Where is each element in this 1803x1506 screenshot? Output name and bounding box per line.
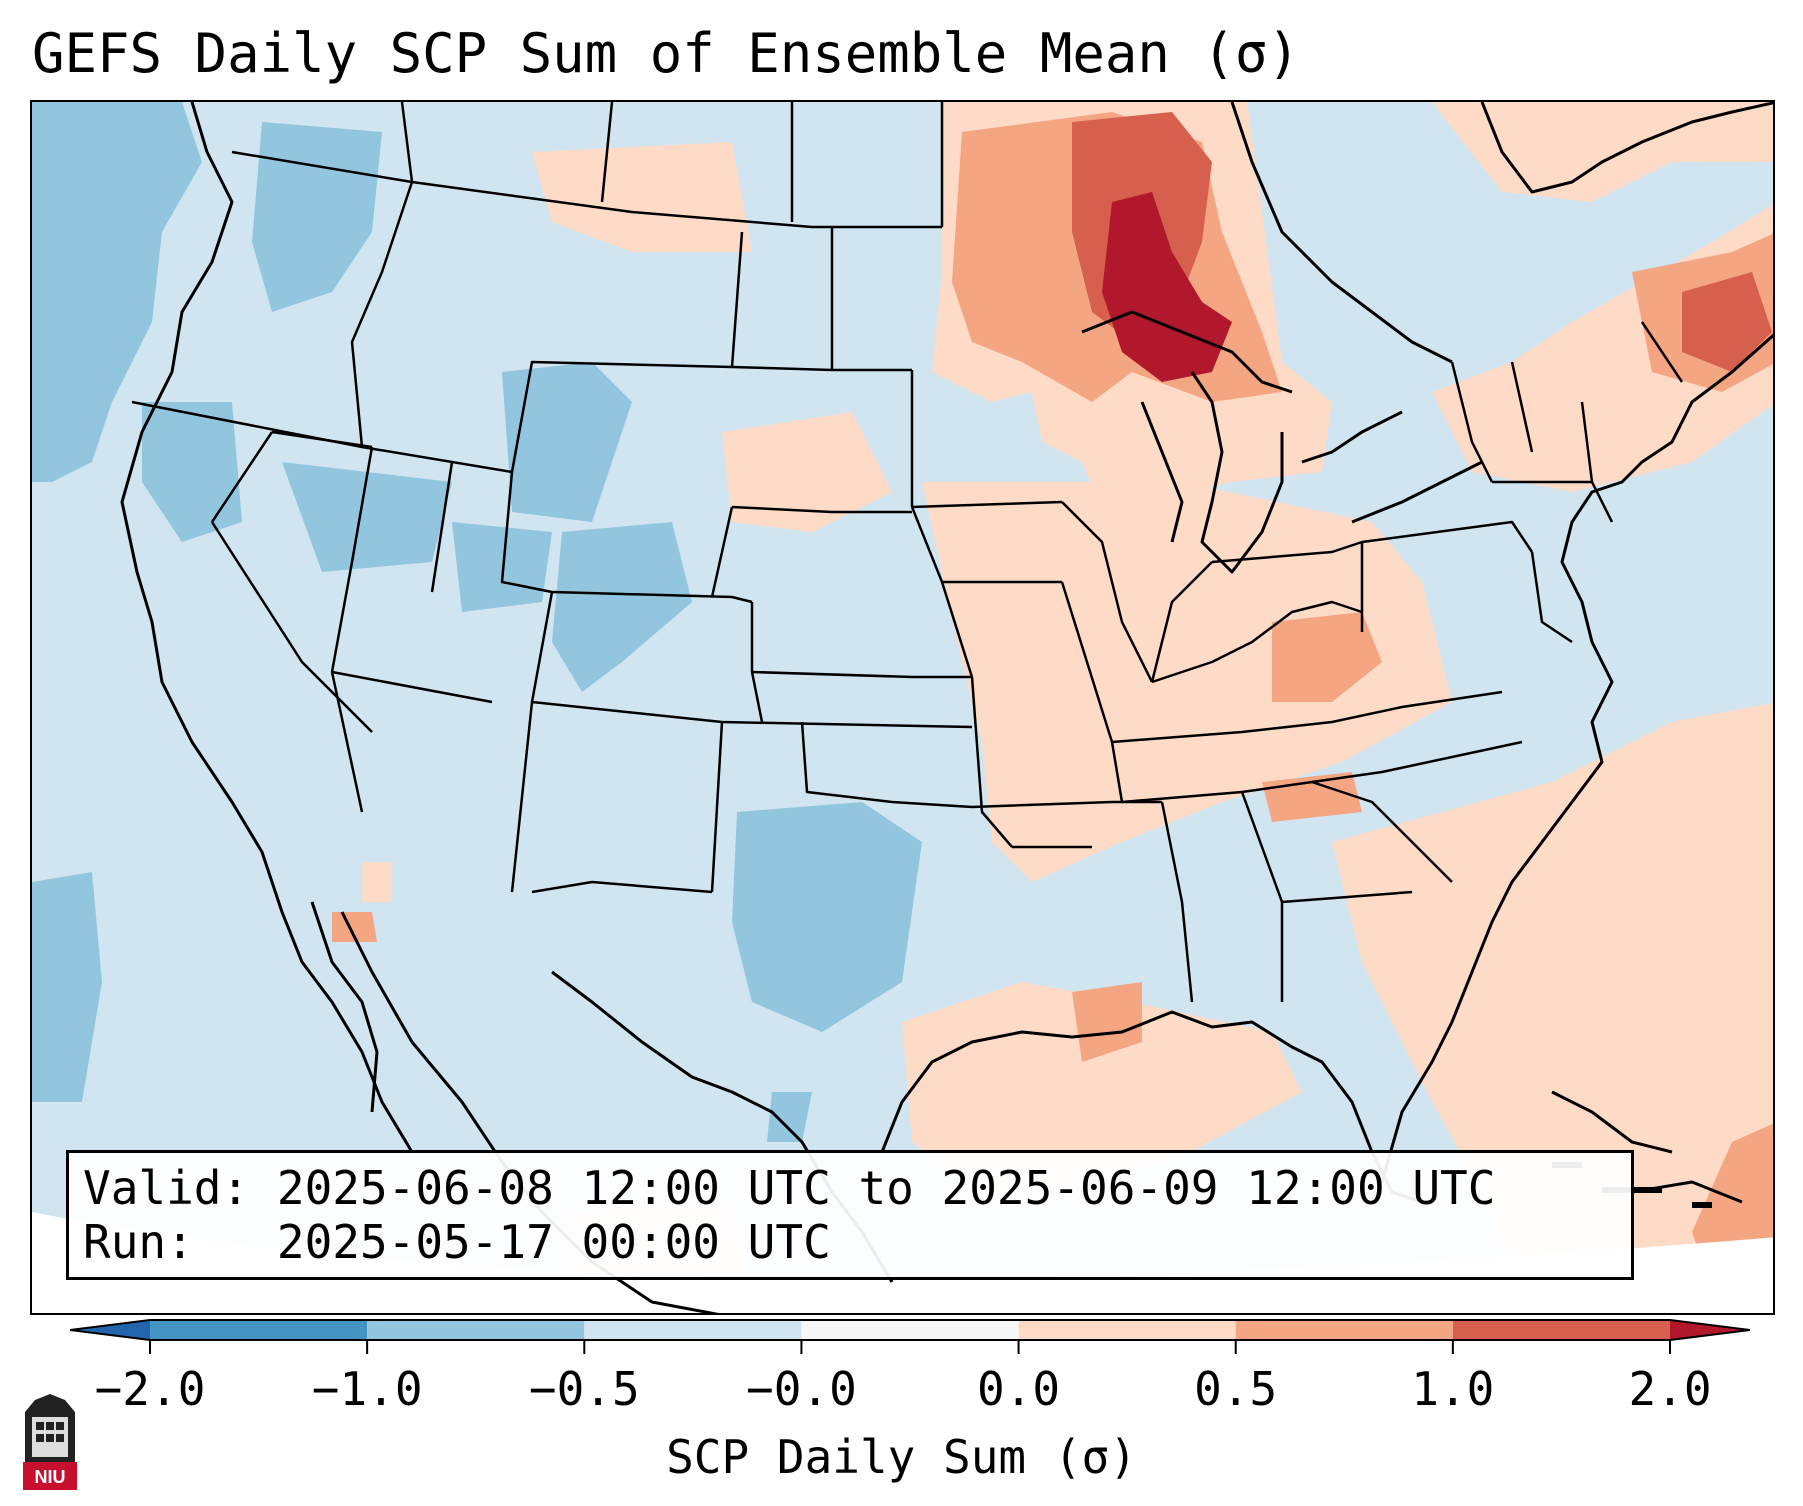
scp-field-map — [32, 102, 1773, 1313]
map-title: GEFS Daily SCP Sum of Ensemble Mean (σ) — [32, 22, 1300, 85]
colorbar-segment — [1235, 1320, 1453, 1340]
validity-info-box: Valid: 2025-06-08 12:00 UTC to 2025-06-0… — [66, 1150, 1634, 1280]
colorbar-segment — [801, 1320, 1019, 1340]
colorbar-extend-high — [1670, 1320, 1750, 1340]
run-line: Run: 2025-05-17 00:00 UTC — [83, 1215, 1617, 1269]
colorbar-tick-label: 1.0 — [1411, 1362, 1495, 1416]
colorbar-tick-label: 0.0 — [977, 1362, 1061, 1416]
colorbar-extend-low — [70, 1320, 150, 1340]
colorbar-tick-label: 0.5 — [1194, 1362, 1278, 1416]
valid-value: 2025-06-08 12:00 UTC to 2025-06-09 12:00… — [276, 1161, 1496, 1215]
logo-text: NIU — [35, 1467, 66, 1487]
projection-edge — [32, 1212, 1773, 1313]
pacific-negative-area — [32, 102, 382, 1102]
valid-label: Valid: — [83, 1161, 250, 1215]
run-value: 2025-05-17 00:00 UTC — [276, 1215, 831, 1269]
colorbar — [70, 1319, 1750, 1354]
coastlines — [120, 102, 1773, 1313]
colorbar-segment — [150, 1320, 368, 1340]
state-borders — [131, 102, 1684, 1003]
colorbar-tick-label: −0.0 — [746, 1362, 857, 1416]
map-panel[interactable] — [30, 100, 1775, 1315]
colorbar-segment — [1018, 1320, 1236, 1340]
colorbar-segment — [1452, 1320, 1670, 1340]
colorbar-tick-label: −1.0 — [311, 1362, 423, 1416]
colorbar-segment — [367, 1320, 585, 1340]
valid-line: Valid: 2025-06-08 12:00 UTC to 2025-06-0… — [83, 1161, 1617, 1215]
colorbar-tick-label: −2.0 — [94, 1362, 206, 1416]
run-label: Run: — [83, 1215, 194, 1269]
western-negative-patches — [142, 362, 922, 1142]
colorbar-tick-label: 2.0 — [1628, 1362, 1712, 1416]
colorbar-segment — [584, 1320, 802, 1340]
niu-logo-icon: NIU — [23, 1394, 77, 1490]
extreme-positive-area — [1102, 192, 1232, 382]
colorbar-label: SCP Daily Sum (σ) — [666, 1430, 1137, 1484]
colorbar-tick-label: −0.5 — [528, 1362, 640, 1416]
